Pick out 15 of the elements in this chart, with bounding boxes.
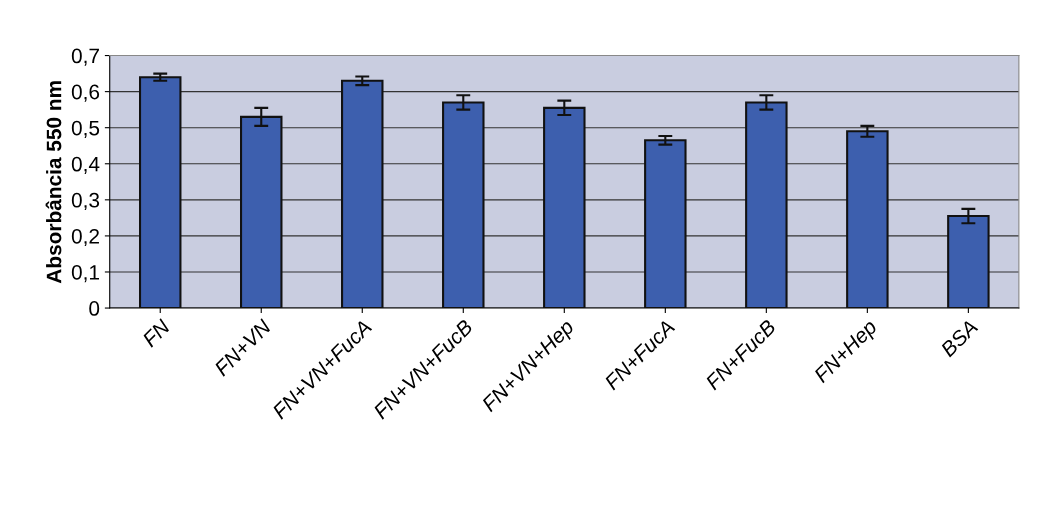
y-tick-label: 0,2 (71, 228, 99, 247)
y-tick-label: 0,7 (71, 48, 99, 66)
bar (644, 139, 687, 309)
y-tick-label: 0,5 (71, 120, 100, 138)
bar (846, 130, 889, 309)
y-tick-label: 0,6 (71, 84, 100, 102)
x-tick-label: FN (141, 318, 171, 348)
bar (543, 106, 586, 309)
y-axis-title: Absorbância 550 nm (45, 81, 62, 284)
y-tick-label: 0,4 (71, 156, 100, 174)
bar (138, 76, 182, 309)
y-tick-label: 0,3 (71, 192, 100, 211)
bar (341, 79, 384, 309)
y-tick-label: 0,1 (71, 264, 99, 283)
y-tick-label: 0 (89, 301, 100, 316)
